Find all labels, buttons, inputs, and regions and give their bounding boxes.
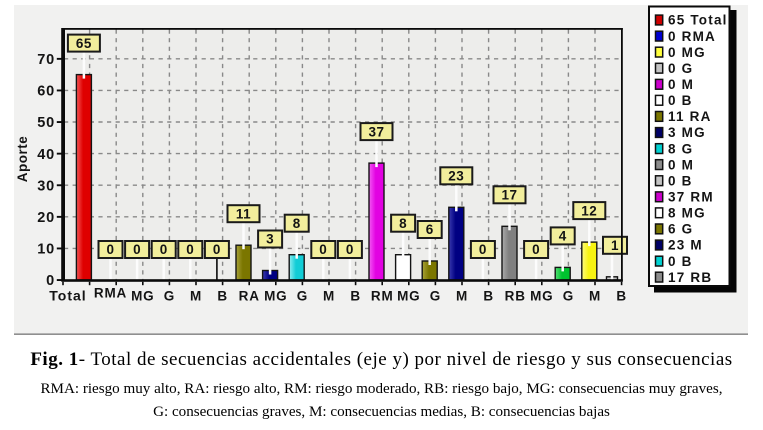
svg-text:37 RM: 37 RM (668, 190, 714, 205)
svg-text:0 B: 0 B (668, 93, 693, 108)
svg-text:30: 30 (37, 178, 55, 194)
svg-text:65 Total: 65 Total (668, 13, 728, 28)
svg-text:0 MG: 0 MG (668, 45, 706, 60)
svg-text:8 MG: 8 MG (668, 206, 706, 221)
svg-text:G: G (164, 289, 175, 304)
svg-text:8: 8 (293, 216, 301, 231)
svg-text:8 G: 8 G (668, 141, 693, 156)
svg-text:0 M: 0 M (668, 77, 694, 92)
svg-text:1: 1 (611, 238, 619, 253)
svg-text:6 G: 6 G (668, 222, 693, 237)
svg-text:37: 37 (368, 124, 384, 139)
svg-text:MG: MG (264, 289, 287, 304)
svg-text:12: 12 (581, 203, 597, 218)
svg-text:23 M: 23 M (668, 238, 703, 253)
svg-text:B: B (616, 289, 627, 304)
svg-text:0: 0 (46, 273, 55, 289)
svg-text:17: 17 (501, 188, 517, 203)
svg-text:M: M (190, 289, 202, 304)
svg-text:MG: MG (397, 289, 420, 304)
svg-text:G: G (430, 289, 441, 304)
svg-text:MG: MG (131, 289, 154, 304)
svg-text:40: 40 (37, 147, 55, 163)
svg-text:11: 11 (236, 206, 251, 221)
svg-text:0: 0 (532, 242, 540, 257)
svg-text:0: 0 (106, 242, 114, 257)
svg-text:0: 0 (213, 242, 221, 257)
svg-text:3: 3 (266, 232, 274, 247)
svg-text:RM: RM (371, 289, 394, 304)
svg-text:6: 6 (426, 222, 434, 237)
svg-text:M: M (589, 289, 601, 304)
svg-text:B: B (217, 289, 228, 304)
svg-text:23: 23 (448, 169, 464, 184)
svg-text:10: 10 (37, 242, 55, 258)
svg-text:0 RMA: 0 RMA (668, 29, 716, 44)
svg-text:3 MG: 3 MG (668, 125, 706, 140)
svg-text:70: 70 (37, 52, 55, 68)
svg-text:Aporte: Aporte (15, 136, 30, 183)
svg-text:MG: MG (530, 289, 553, 304)
svg-text:0: 0 (346, 242, 354, 257)
svg-text:4: 4 (559, 229, 567, 244)
svg-text:20: 20 (37, 210, 55, 226)
svg-text:65: 65 (76, 36, 92, 51)
svg-text:11 RA: 11 RA (668, 109, 712, 124)
svg-text:0: 0 (133, 242, 141, 257)
svg-text:RA: RA (239, 289, 260, 304)
svg-text:0: 0 (186, 242, 194, 257)
svg-text:0 G: 0 G (668, 61, 693, 76)
svg-text:0 M: 0 M (668, 157, 694, 172)
svg-text:0 B: 0 B (668, 254, 693, 269)
svg-text:RB: RB (505, 289, 526, 304)
svg-text:B: B (483, 289, 494, 304)
svg-text:M: M (323, 289, 335, 304)
svg-text:0 B: 0 B (668, 173, 693, 188)
svg-text:8: 8 (399, 216, 407, 231)
svg-text:B: B (350, 289, 361, 304)
svg-text:0: 0 (160, 242, 168, 257)
svg-text:0: 0 (319, 242, 327, 257)
svg-text:17 RB: 17 RB (668, 270, 712, 285)
svg-text:M: M (456, 289, 468, 304)
svg-text:Total: Total (49, 288, 86, 304)
svg-text:50: 50 (37, 115, 55, 131)
svg-text:RMA: RMA (94, 286, 127, 301)
svg-text:G: G (297, 289, 308, 304)
svg-text:0: 0 (479, 242, 487, 257)
svg-text:G: G (563, 289, 574, 304)
svg-text:60: 60 (37, 84, 55, 100)
